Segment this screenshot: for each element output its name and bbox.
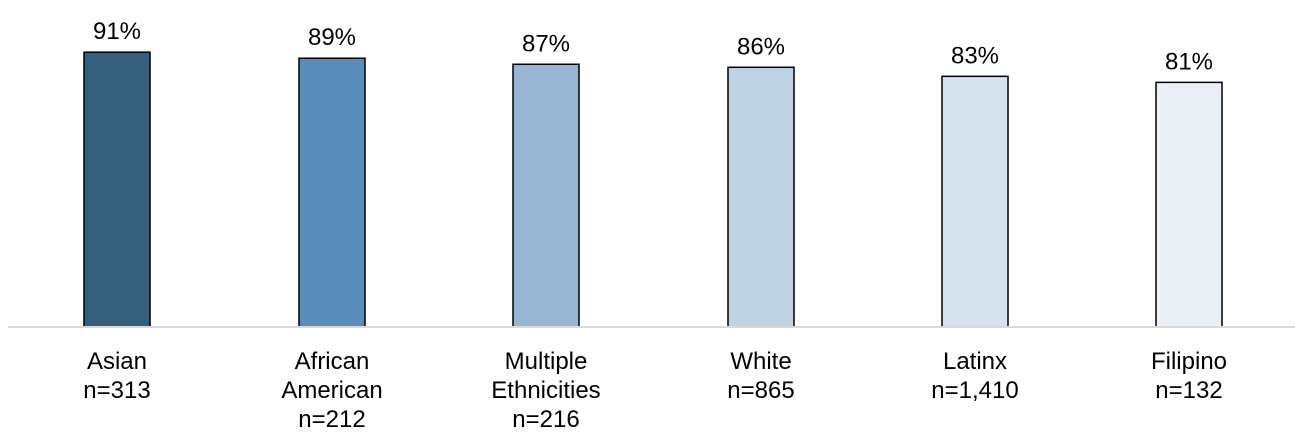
value-label-4: 83% [951,42,999,69]
value-label-3: 86% [737,33,785,60]
bar-3 [727,66,795,328]
category-label-1-line-1: American [281,377,382,404]
category-label-1-line-2: n=212 [298,406,365,433]
category-label-4-line-0: Latinx [943,348,1007,375]
value-label-2: 87% [522,30,570,57]
category-label-3-line-1: n=865 [727,377,794,404]
bars-group [83,51,1223,328]
category-label-3-line-0: White [730,348,791,375]
value-labels-group: 91% 89% 87% 86% 83% 81% [93,18,1213,75]
category-label-5-line-0: Filipino [1151,348,1227,375]
value-label-5: 81% [1165,48,1213,75]
bar-4 [941,75,1009,328]
category-label-0-line-1: n=313 [83,377,150,404]
value-label-1: 89% [308,24,356,51]
bar-2 [512,63,580,328]
category-label-1-line-0: African [295,348,370,375]
bar-0 [83,51,151,328]
category-label-2-line-1: Ethnicities [491,377,600,404]
value-label-0: 91% [93,18,141,45]
bar-1 [298,57,366,328]
category-label-2-line-2: n=216 [512,406,579,433]
bar-5 [1155,81,1223,328]
category-label-5-line-1: n=132 [1155,377,1222,404]
category-label-0-line-0: Asian [87,348,147,375]
category-label-4-line-1: n=1,410 [931,377,1018,404]
category-label-2-line-0: Multiple [505,348,588,375]
